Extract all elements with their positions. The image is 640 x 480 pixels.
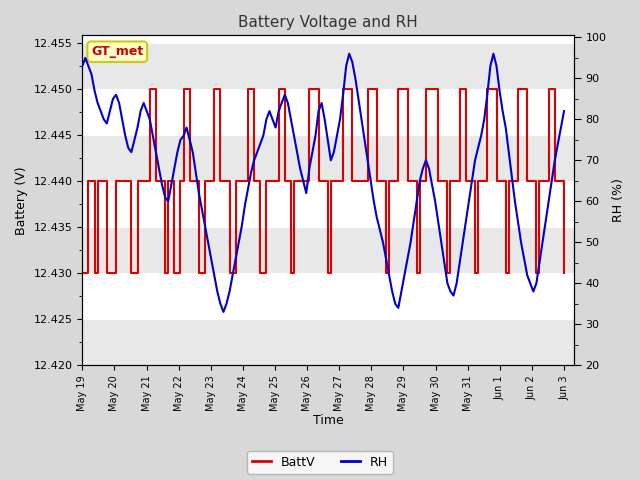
Text: GT_met: GT_met — [91, 45, 143, 58]
Bar — [83, 89, 573, 135]
Bar — [83, 181, 573, 227]
Bar — [83, 273, 573, 319]
X-axis label: Time: Time — [312, 414, 343, 427]
Y-axis label: RH (%): RH (%) — [612, 179, 625, 222]
Bar — [83, 135, 573, 181]
Legend: BattV, RH: BattV, RH — [248, 451, 392, 474]
Bar — [83, 319, 573, 365]
Bar — [83, 227, 573, 273]
Bar — [83, 43, 573, 89]
Title: Battery Voltage and RH: Battery Voltage and RH — [238, 15, 418, 30]
Y-axis label: Battery (V): Battery (V) — [15, 166, 28, 235]
